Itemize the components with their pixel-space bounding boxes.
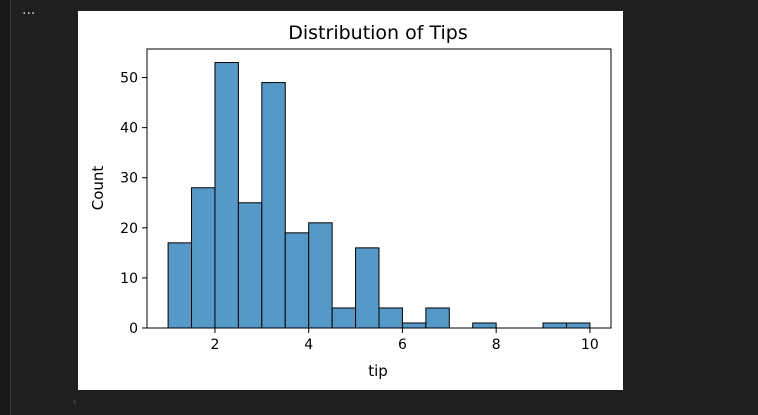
- y-tick-label: 30: [120, 171, 138, 187]
- gutter-divider: [10, 0, 11, 415]
- histogram-bar: [401, 322, 427, 329]
- histogram-bar: [355, 247, 380, 329]
- x-tick-label: 2: [210, 337, 219, 353]
- histogram-chart: Distribution of Tips 2 4 6 8 10 01020304050 …: [89, 22, 612, 380]
- cell-more-actions-button[interactable]: ···: [22, 6, 36, 22]
- chart-title: Distribution of Tips: [288, 22, 468, 44]
- histogram-bar: [308, 222, 333, 329]
- histogram-bar: [542, 322, 567, 329]
- scroll-left-indicator[interactable]: ‹: [73, 397, 77, 406]
- histogram-bar: [284, 232, 310, 329]
- bars-layer: [167, 62, 591, 329]
- histogram-bar: [425, 307, 450, 329]
- histogram-bar: [191, 187, 216, 329]
- x-axis-label: tip: [368, 362, 388, 380]
- y-tick-label: 20: [120, 221, 138, 237]
- y-tick-label: 0: [129, 321, 138, 337]
- x-tick-label: 10: [581, 337, 599, 353]
- histogram-bar: [331, 307, 357, 329]
- y-axis-label: Count: [89, 166, 107, 211]
- cell-output-image: Distribution of Tips 2 4 6 8 10 0 10 20 30 40 50 …: [78, 11, 623, 390]
- y-tick-label: 10: [120, 271, 138, 287]
- x-tick-label: 8: [492, 337, 501, 353]
- histogram-bar: [565, 322, 591, 329]
- x-tick-label: 6: [398, 337, 407, 353]
- histogram-bar: [472, 322, 497, 329]
- histogram-bar: [214, 62, 239, 329]
- y-tick-label: 40: [120, 121, 138, 137]
- cell-gutter: [0, 0, 11, 415]
- y-tick-label: 50: [120, 71, 138, 87]
- histogram-bar: [167, 242, 193, 329]
- y-ticks: 0 10 20 30 40 50: [120, 71, 147, 337]
- histogram-bar: [378, 307, 403, 329]
- x-tick-label: 4: [304, 337, 313, 353]
- histogram-bar: [261, 82, 286, 329]
- plot-frame: [146, 48, 612, 329]
- x-ticks: 2 4 6 8 10: [210, 328, 599, 353]
- histogram-bar: [237, 202, 263, 329]
